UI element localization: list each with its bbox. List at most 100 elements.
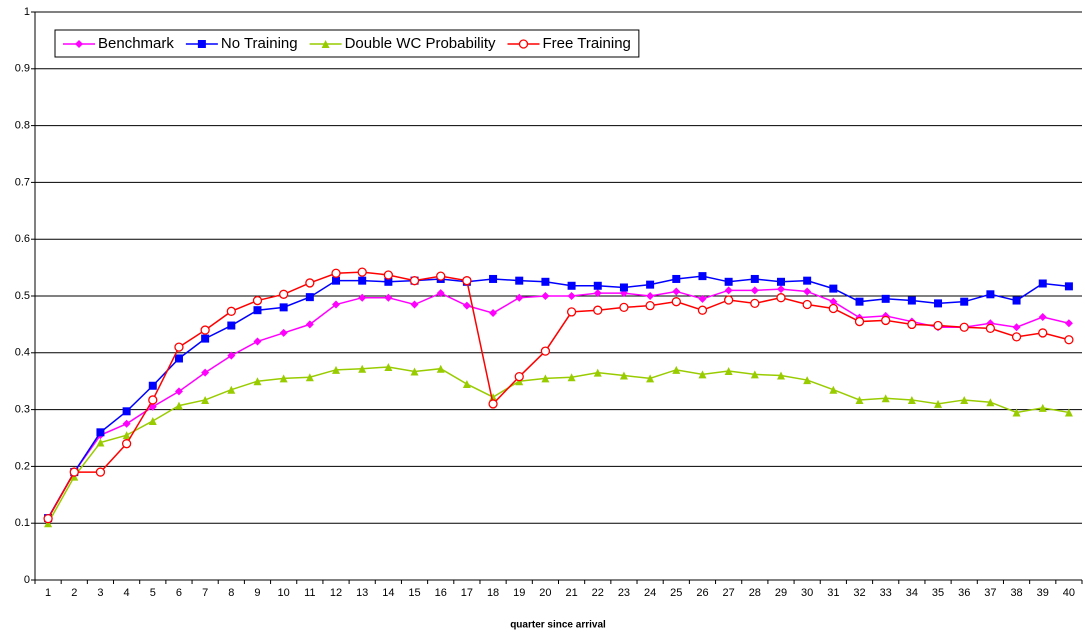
x-tick-label: 9: [254, 587, 260, 599]
data-point: [122, 419, 131, 428]
x-tick-label: 18: [487, 587, 499, 599]
data-point: [331, 268, 341, 278]
x-tick-label: 35: [932, 587, 944, 599]
data-point: [1011, 332, 1022, 342]
data-point: [855, 297, 864, 306]
data-point: [332, 300, 341, 309]
data-point: [593, 289, 602, 298]
data-point: [855, 395, 864, 404]
data-point: [96, 438, 105, 447]
x-tick-label: 4: [124, 587, 130, 599]
x-tick-label: 3: [97, 587, 103, 599]
data-point: [803, 287, 812, 296]
data-point: [803, 276, 812, 285]
data-point: [279, 328, 288, 337]
data-point: [776, 371, 785, 380]
data-point: [698, 272, 707, 281]
data-point: [646, 292, 655, 300]
legend-label: No Training: [221, 35, 298, 52]
data-point: [1012, 323, 1021, 332]
data-point: [750, 286, 759, 295]
data-point: [985, 323, 996, 334]
data-point: [646, 280, 655, 289]
data-point: [174, 342, 184, 352]
data-point: [672, 287, 681, 296]
x-axis-label: quarter since arrival: [510, 620, 606, 631]
y-tick-label: 0.8: [15, 120, 30, 132]
data-point: [907, 319, 917, 330]
data-point: [121, 439, 132, 449]
data-point: [384, 363, 393, 371]
data-point: [436, 364, 445, 373]
data-point: [1064, 335, 1074, 345]
data-point: [383, 270, 394, 280]
data-point: [723, 295, 734, 305]
data-point: [566, 307, 577, 317]
data-point: [200, 325, 210, 335]
data-point: [148, 381, 157, 390]
data-point: [514, 372, 524, 382]
data-point: [253, 377, 262, 386]
x-tick-label: 31: [827, 587, 839, 599]
x-tick-label: 7: [202, 587, 208, 599]
data-point: [410, 367, 419, 376]
legend-marker: [518, 39, 529, 49]
data-point: [959, 322, 969, 332]
y-tick-label: 0.9: [15, 63, 30, 75]
series-line: [47, 271, 1070, 520]
data-point: [148, 416, 157, 425]
x-tick-label: 19: [513, 587, 525, 599]
x-tick-label: 17: [461, 587, 473, 599]
data-point: [122, 431, 131, 440]
data-point: [750, 370, 759, 379]
data-point: [332, 365, 341, 374]
x-tick-label: 21: [565, 587, 577, 599]
data-point: [43, 514, 53, 524]
data-point: [174, 401, 183, 410]
x-tick-label: 25: [670, 587, 682, 599]
data-point: [174, 387, 183, 396]
data-point: [593, 305, 603, 315]
legend-marker: [321, 40, 330, 48]
x-tick-label: 20: [539, 587, 551, 599]
data-point: [226, 306, 236, 316]
data-point: [122, 407, 131, 416]
data-point: [1064, 408, 1073, 417]
data-point: [803, 376, 812, 385]
legend-label: Free Training: [543, 35, 631, 52]
data-point: [1064, 282, 1073, 291]
data-point: [1038, 403, 1047, 412]
y-tick-label: 0.6: [15, 233, 30, 245]
data-point: [489, 309, 498, 318]
data-point: [436, 289, 445, 298]
x-tick-label: 5: [150, 587, 156, 599]
x-tick-label: 6: [176, 587, 182, 599]
data-point: [750, 298, 760, 309]
data-point: [672, 274, 681, 283]
series-line: [47, 366, 1070, 524]
data-point: [305, 320, 314, 329]
data-point: [462, 276, 472, 286]
data-point: [252, 295, 263, 306]
data-point: [227, 351, 236, 360]
legend-marker: [197, 40, 206, 48]
data-point: [619, 302, 629, 313]
data-point: [541, 374, 550, 383]
data-point: [201, 334, 210, 343]
data-point: [358, 276, 367, 285]
data-point: [227, 321, 236, 330]
data-point: [698, 294, 707, 303]
x-tick-label: 32: [853, 587, 865, 599]
x-tick-label: 1: [45, 587, 51, 599]
y-tick-label: 0.3: [15, 404, 30, 416]
data-point: [646, 374, 655, 383]
y-tick-label: 0.2: [15, 460, 30, 472]
data-point: [672, 365, 681, 374]
data-point: [776, 285, 785, 294]
y-tick-label: 0.4: [15, 347, 30, 359]
y-tick-label: 0.7: [15, 176, 30, 188]
data-point: [776, 293, 786, 303]
data-point: [907, 395, 916, 404]
